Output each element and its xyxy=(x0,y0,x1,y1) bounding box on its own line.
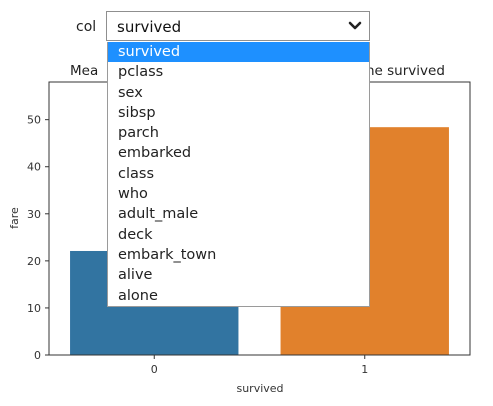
y-tick-label: 40 xyxy=(27,161,41,174)
y-tick-label: 20 xyxy=(27,255,41,268)
y-tick-label: 50 xyxy=(27,114,41,127)
column-select-label: col xyxy=(76,19,97,35)
dropdown-option-sibsp[interactable]: sibsp xyxy=(118,104,156,121)
chevron-down-icon xyxy=(348,21,362,30)
dropdown-option-alone[interactable]: alone xyxy=(118,287,158,304)
y-tick-label: 30 xyxy=(27,208,41,221)
dropdown-option-who[interactable]: who xyxy=(118,186,148,203)
chart-title-right: he survived xyxy=(366,63,445,79)
dropdown-option-embark-town[interactable]: embark_town xyxy=(118,246,217,263)
dropdown-option-parch[interactable]: parch xyxy=(118,125,159,142)
column-select-dropdown: survived pclass sex sibsp parch embarked class… xyxy=(107,42,370,307)
y-axis-label: fare xyxy=(8,207,21,229)
y-tick-label: 0 xyxy=(34,349,41,362)
dropdown-option-pclass[interactable]: pclass xyxy=(118,64,164,81)
x-axis-label: survived xyxy=(236,382,283,395)
x-tick-label: 1 xyxy=(361,363,368,376)
chart-title-left: Mea xyxy=(70,63,98,79)
dropdown-option-embarked[interactable]: embarked xyxy=(118,145,192,162)
x-tick-label: 0 xyxy=(151,363,158,376)
column-select[interactable]: survived xyxy=(106,11,370,41)
dropdown-option-survived[interactable]: survived xyxy=(108,42,369,63)
dropdown-option-class[interactable]: class xyxy=(118,165,154,182)
y-tick-label: 10 xyxy=(27,302,41,315)
dropdown-option-adult-male[interactable]: adult_male xyxy=(118,206,199,223)
dropdown-option-sex[interactable]: sex xyxy=(118,84,143,101)
dropdown-option-deck[interactable]: deck xyxy=(118,226,153,243)
dropdown-option-alive[interactable]: alive xyxy=(118,267,153,284)
column-select-value: survived xyxy=(117,18,182,36)
